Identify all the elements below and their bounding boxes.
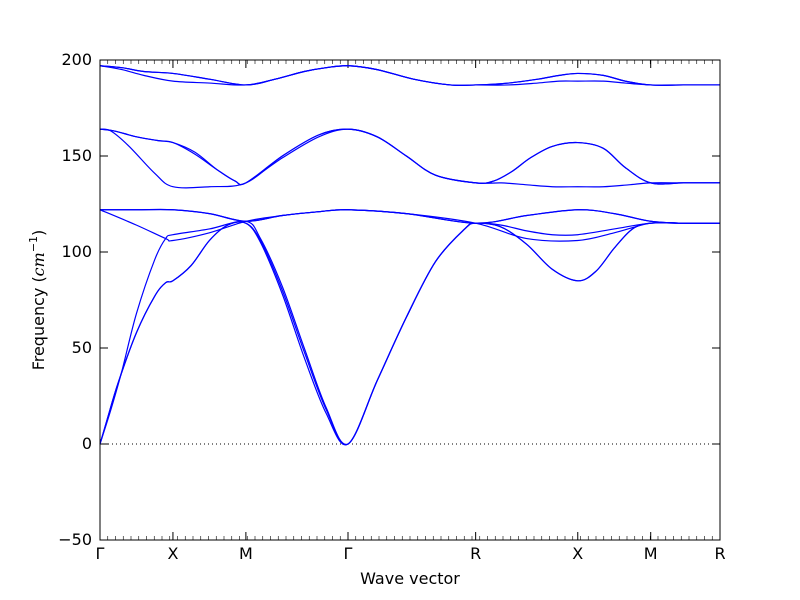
x-tick-label: Γ bbox=[96, 544, 105, 563]
x-tick-label: R bbox=[470, 544, 481, 563]
y-axis-label: Frequency (cm−1) bbox=[27, 230, 48, 371]
x-tick-label: Γ bbox=[344, 544, 353, 563]
y-tick-label: 100 bbox=[61, 242, 92, 261]
y-tick-labels: −50 0 50 100 150 200 bbox=[58, 50, 92, 549]
x-tick-label: R bbox=[714, 544, 725, 563]
x-tick-label: M bbox=[239, 544, 253, 563]
branch-line-12 bbox=[99, 65, 721, 87]
y-tick-label: 200 bbox=[61, 50, 92, 69]
branch-line-6 bbox=[100, 208, 721, 224]
x-tick-label: X bbox=[572, 544, 583, 563]
x-tick-label: X bbox=[167, 544, 178, 563]
y-axis-label-exponent: −1 bbox=[27, 236, 40, 252]
x-tick-label: M bbox=[644, 544, 658, 563]
y-axis-label-text: Frequency ( bbox=[29, 276, 48, 370]
y-axis-label-close: ) bbox=[29, 230, 48, 236]
y-tick-label: 0 bbox=[82, 434, 92, 453]
y-tick-label: −50 bbox=[58, 530, 92, 549]
dispersion-branches bbox=[99, 65, 721, 446]
y-axis-label-unit: cm bbox=[29, 252, 48, 276]
branch-line-9 bbox=[99, 128, 720, 186]
y-tick-label: 50 bbox=[72, 338, 92, 357]
y-tick-label: 150 bbox=[61, 146, 92, 165]
branch-line-3 bbox=[99, 220, 720, 445]
plot-frame bbox=[99, 59, 721, 541]
x-axis-label: Wave vector bbox=[360, 569, 460, 588]
